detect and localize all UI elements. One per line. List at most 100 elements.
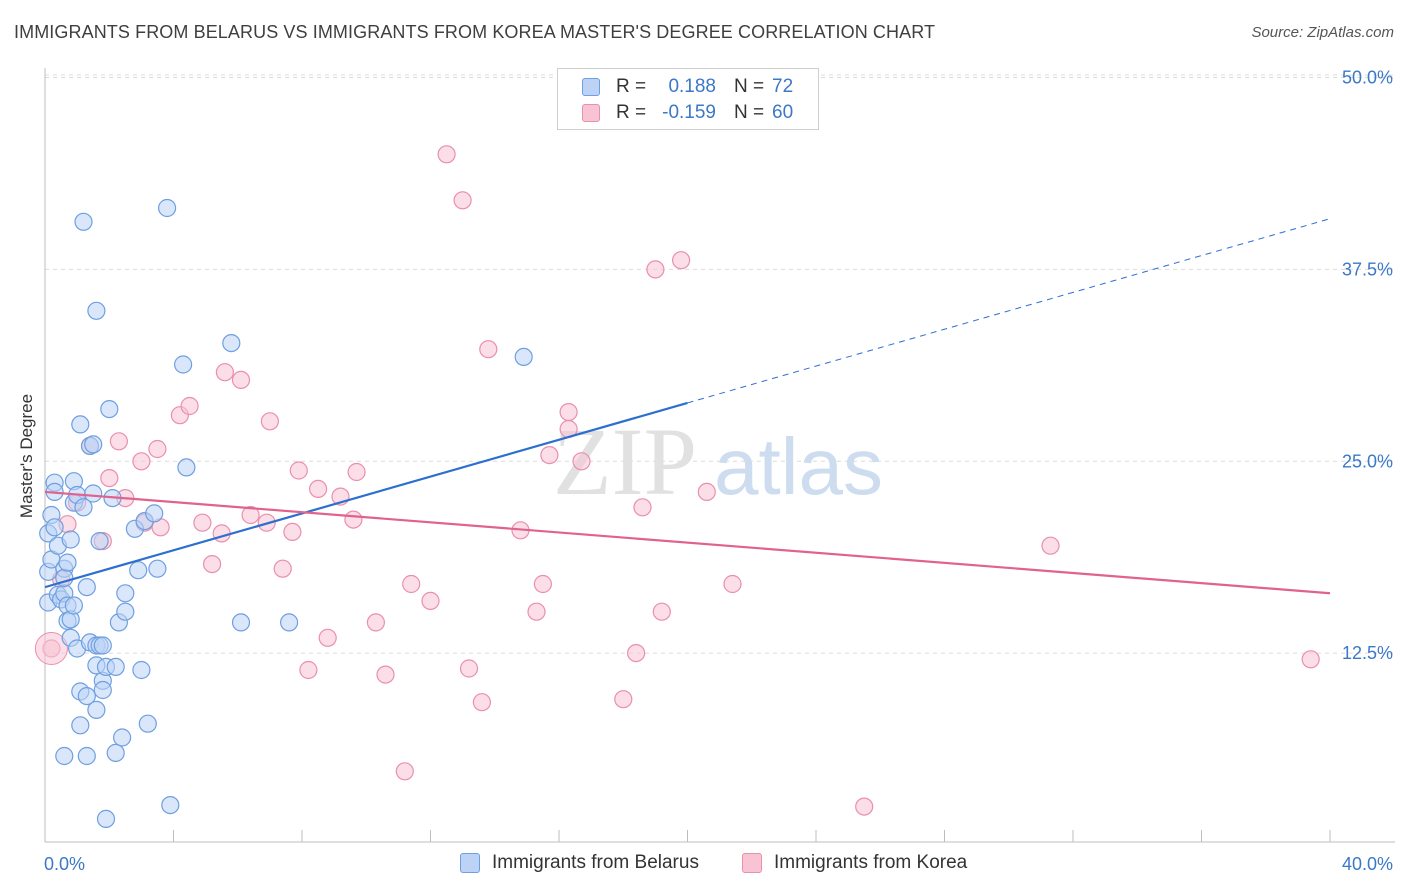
korea-point — [437, 145, 456, 164]
belarus-point — [96, 809, 116, 829]
stats-legend: R = 0.188 N = 72 R = -0.159 N = 60 — [557, 68, 819, 130]
korea-trend-line — [44, 490, 1331, 595]
y-tick-labels: 12.5% 25.0% 37.5% 50.0% — [1342, 68, 1393, 664]
belarus-point — [74, 212, 93, 231]
korea-point — [212, 524, 231, 543]
korea-point — [472, 693, 491, 712]
korea-point — [148, 439, 167, 459]
legend-label: Immigrants from Belarus — [492, 852, 699, 873]
korea-point — [260, 412, 279, 431]
korea-point — [1041, 536, 1060, 555]
belarus-point — [71, 716, 90, 735]
belarus-point — [106, 657, 125, 677]
source-label: Source: ZipAtlas.com — [1251, 24, 1394, 41]
korea-point — [193, 513, 212, 532]
korea-point — [646, 260, 665, 279]
korea-point — [533, 574, 553, 594]
y-tick-label: 37.5% — [1342, 259, 1393, 279]
korea-point — [203, 554, 222, 574]
n-value: 60 — [772, 102, 794, 123]
belarus-point — [231, 613, 251, 632]
belarus-point — [174, 355, 193, 374]
stats-row-belarus: R = 0.188 N = 72 — [582, 74, 793, 100]
belarus-point — [161, 795, 180, 815]
legend-item-belarus[interactable]: Immigrants from Belarus — [460, 852, 699, 874]
korea-point — [283, 522, 302, 542]
y-tick-label: 25.0% — [1342, 451, 1393, 471]
belarus-point — [177, 458, 196, 477]
belarus-point — [61, 530, 80, 549]
korea-swatch — [582, 104, 600, 122]
korea-point — [671, 251, 691, 270]
belarus-point — [222, 334, 241, 353]
korea-points — [34, 145, 1320, 816]
r-value: 0.188 — [668, 76, 716, 97]
korea-point — [299, 660, 318, 680]
korea-point — [614, 690, 633, 709]
n-value: 72 — [772, 76, 794, 97]
korea-point — [366, 613, 385, 632]
n-label: N = — [734, 102, 765, 123]
belarus-point — [74, 498, 93, 517]
belarus-point — [100, 400, 119, 419]
korea-point — [855, 797, 874, 816]
chart-title: IMMIGRANTS FROM BELARUS VS IMMIGRANTS FR… — [14, 22, 936, 42]
belarus-point — [93, 636, 112, 655]
korea-point — [453, 191, 472, 210]
korea-point — [273, 559, 292, 578]
belarus-points — [39, 198, 533, 829]
korea-legend-swatch — [742, 853, 762, 873]
r-label: R = — [616, 76, 647, 97]
korea-point — [318, 628, 337, 647]
korea-point — [652, 602, 671, 621]
grid-lines — [45, 74, 1395, 654]
korea-point — [180, 396, 199, 416]
belarus-point — [71, 415, 90, 434]
korea-point — [633, 498, 652, 517]
korea-point — [723, 574, 742, 594]
belarus-point — [158, 198, 177, 218]
belarus-point — [87, 301, 106, 320]
belarus-point — [93, 680, 112, 700]
korea-point — [421, 591, 440, 611]
belarus-point — [87, 700, 106, 720]
korea-point — [109, 432, 129, 451]
korea-point — [479, 340, 498, 359]
belarus-point — [106, 743, 125, 763]
belarus-point — [77, 686, 96, 706]
korea-point — [459, 659, 479, 678]
n-label: N = — [734, 76, 765, 97]
legend-item-korea[interactable]: Immigrants from Korea — [742, 852, 967, 874]
y-tick-label: 12.5% — [1342, 643, 1393, 663]
belarus-point — [77, 746, 96, 766]
stats-row-korea: R = -0.159 N = 60 — [582, 100, 793, 126]
r-label: R = — [616, 102, 647, 123]
korea-point-large — [34, 632, 68, 666]
korea-point — [132, 452, 151, 471]
y-axis-label: Master's Degree — [17, 394, 36, 518]
belarus-point — [112, 728, 132, 747]
belarus-point — [129, 561, 148, 580]
belarus-point — [64, 596, 84, 615]
belarus-swatch — [582, 78, 600, 96]
korea-point — [1301, 650, 1320, 669]
korea-point — [309, 479, 328, 498]
belarus-point — [55, 746, 74, 766]
korea-point — [626, 643, 646, 663]
belarus-point — [148, 559, 167, 578]
korea-point — [215, 363, 234, 382]
korea-point — [395, 762, 414, 781]
korea-point — [697, 482, 716, 501]
belarus-point — [116, 602, 135, 621]
korea-point — [559, 403, 578, 422]
korea-point — [231, 370, 251, 389]
belarus-point — [84, 484, 103, 503]
belarus-trend-line — [44, 401, 688, 589]
trend-lines — [44, 218, 1331, 595]
legend-label: Immigrants from Korea — [774, 852, 968, 873]
korea-point — [347, 462, 366, 482]
korea-point — [402, 574, 421, 594]
korea-point — [241, 505, 260, 525]
korea-point — [540, 446, 559, 465]
